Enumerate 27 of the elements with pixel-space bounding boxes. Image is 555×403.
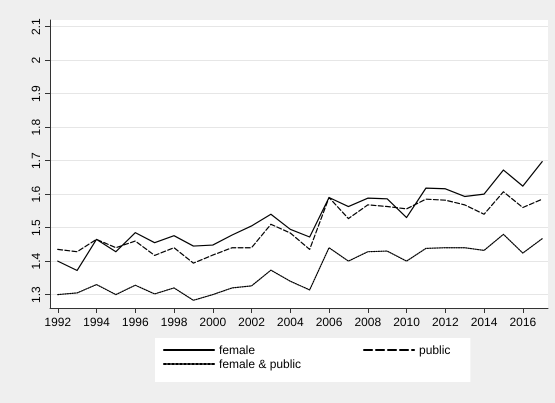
x-tick-label: 2006: [316, 315, 343, 329]
legend-label: female & public: [219, 357, 302, 371]
x-tick-label: 1992: [44, 315, 72, 329]
y-tick-label: 2: [29, 56, 43, 64]
x-tick-label: 2012: [432, 315, 459, 329]
y-tick-label: 1.6: [29, 185, 43, 202]
line-series: [57, 161, 543, 272]
y-tick-label: 1.3: [29, 286, 43, 303]
x-tick-label: 1996: [122, 315, 149, 329]
y-tick-label: 1.5: [29, 218, 43, 236]
x-tick-label: 2002: [238, 315, 266, 329]
x-tick-label: 2010: [393, 315, 420, 329]
y-tick-label: 1.8: [29, 118, 43, 136]
y-tick-label: 1.9: [29, 85, 43, 102]
x-tick-label: 2004: [276, 315, 304, 329]
line-series: [57, 234, 543, 301]
x-tick-label: 2014: [470, 315, 498, 329]
x-tick-label: 2016: [509, 315, 536, 329]
y-tick-label: 1.7: [29, 152, 43, 169]
legend-label: public: [419, 343, 450, 357]
y-tick-label: 1.4: [29, 252, 43, 270]
legend-label: female: [219, 343, 256, 357]
x-tick-label: 1994: [83, 315, 110, 329]
y-tick-label: 2.1: [29, 18, 43, 36]
x-tick-label: 2000: [199, 315, 226, 329]
x-tick-label: 1998: [160, 315, 188, 329]
x-tick-label: 2008: [354, 315, 382, 329]
